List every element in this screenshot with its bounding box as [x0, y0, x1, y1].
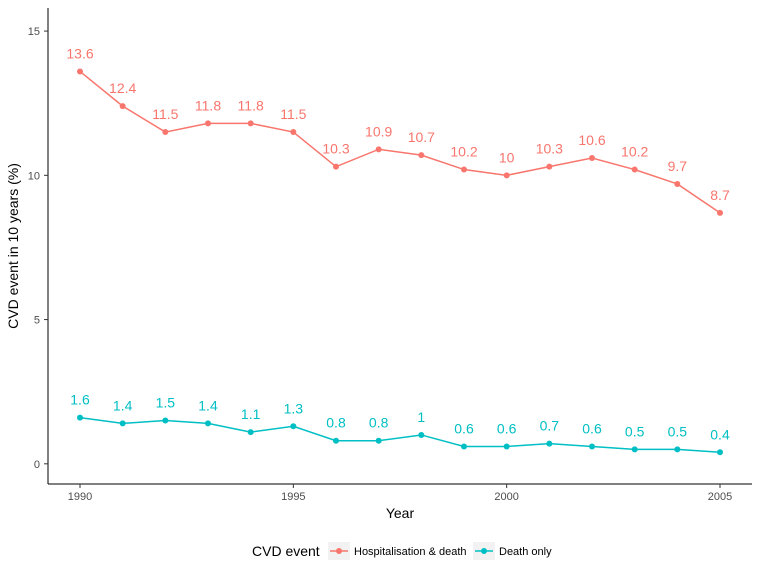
data-label: 8.7 — [710, 187, 730, 203]
data-point — [717, 209, 723, 216]
series-line — [79, 416, 721, 454]
data-label: 0.7 — [540, 418, 560, 434]
data-point — [333, 163, 339, 170]
y-tick-label: 0 — [34, 459, 40, 471]
x-tick-label: 2000 — [494, 491, 518, 503]
legend-items: Hospitalisation & death Death only — [328, 542, 552, 560]
x-axis-title: Year — [386, 505, 415, 521]
legend: CVD event Hospitalisation & death Death o… — [252, 542, 552, 560]
legend-item: Hospitalisation & death — [328, 542, 467, 560]
data-point — [205, 420, 211, 427]
legend-label: Hospitalisation & death — [354, 546, 467, 558]
legend-item: Death only — [473, 542, 552, 560]
data-label: 0.5 — [668, 423, 688, 439]
data-point — [674, 446, 681, 453]
data-label: 11.8 — [195, 97, 221, 113]
data-label: 9.7 — [668, 158, 688, 174]
data-label: 10 — [499, 149, 515, 165]
data-label: 10.7 — [408, 129, 435, 145]
x-tick-label: 1995 — [281, 491, 305, 503]
data-label: 10.3 — [536, 141, 563, 157]
data-point — [546, 440, 553, 447]
x-tick-label: 1990 — [68, 491, 92, 503]
data-point — [290, 423, 297, 430]
axes: 0 5 10 15 1990 1995 2000 2005 — [28, 8, 752, 503]
data-label: 1.4 — [113, 397, 133, 413]
data-label: 12.4 — [109, 80, 136, 96]
data-label: 11.8 — [238, 97, 264, 113]
data-point — [546, 163, 553, 170]
data-label: 0.6 — [454, 420, 474, 436]
y-tick-label: 15 — [28, 26, 40, 38]
series-1: 1.6 1.4 1.5 1.4 1.1 1.3 0.8 0.8 1 0.6 0.6 0.7 0.6 0.5… — [70, 392, 730, 456]
data-label: 11.5 — [280, 106, 306, 122]
data-point — [119, 420, 126, 427]
data-label: 11.5 — [152, 106, 178, 122]
data-label: 1.1 — [241, 406, 261, 422]
y-tick-label: 10 — [28, 170, 40, 182]
data-point — [162, 129, 169, 136]
data-point — [418, 431, 425, 438]
data-point — [418, 152, 425, 159]
legend-key-point — [481, 548, 487, 554]
data-point — [77, 68, 83, 75]
legend-label: Death only — [499, 546, 552, 558]
y-ticks: 0 5 10 15 — [28, 26, 48, 471]
legend-title: CVD event — [252, 543, 320, 559]
data-point — [119, 103, 126, 110]
series-0: 13.6 12.4 11.5 11.8 11.8 11.5 10.3 10.9 10.7 10.2… — [66, 45, 730, 216]
data-point — [503, 172, 510, 179]
data-label: 13.6 — [66, 45, 93, 61]
y-tick-label: 5 — [34, 315, 40, 327]
data-point — [589, 443, 595, 450]
data-label: 10.3 — [322, 141, 349, 157]
data-label: 0.6 — [497, 420, 517, 436]
data-point — [375, 146, 382, 153]
data-label: 1.5 — [156, 395, 176, 411]
data-point — [589, 155, 595, 162]
data-label: 1.4 — [198, 397, 218, 413]
data-point — [461, 166, 467, 173]
data-label: 0.8 — [326, 415, 346, 431]
data-point — [674, 180, 681, 187]
data-point — [247, 429, 254, 436]
x-ticks: 1990 1995 2000 2005 — [68, 484, 732, 503]
data-point — [247, 120, 254, 127]
data-point — [333, 437, 339, 444]
data-label: 1.3 — [284, 400, 304, 416]
data-point — [205, 120, 211, 127]
series-line — [79, 70, 721, 214]
data-point — [162, 417, 169, 424]
data-point — [717, 449, 723, 456]
data-label: 0.5 — [625, 423, 645, 439]
data-label: 10.9 — [365, 123, 392, 139]
data-label: 1 — [417, 409, 425, 425]
y-axis-title: CVD event in 10 years (%) — [5, 163, 21, 329]
data-label: 0.4 — [710, 426, 730, 442]
data-point — [77, 414, 83, 421]
x-tick-label: 2005 — [708, 491, 732, 503]
data-label: 10.6 — [578, 132, 605, 148]
data-label: 1.6 — [70, 392, 90, 408]
data-label: 0.6 — [582, 420, 602, 436]
data-label: 0.8 — [369, 415, 389, 431]
data-label: 10.2 — [450, 144, 477, 160]
data-point — [631, 166, 638, 173]
data-point — [631, 446, 638, 453]
data-point — [503, 443, 510, 450]
legend-key-point — [336, 548, 342, 554]
plot-area: 13.612.411.511.8 11.811.510.310.9 10.710.2… — [66, 45, 730, 456]
data-point — [375, 437, 382, 444]
data-point — [290, 129, 297, 136]
data-point — [461, 443, 467, 450]
data-label: 10.2 — [621, 144, 648, 160]
